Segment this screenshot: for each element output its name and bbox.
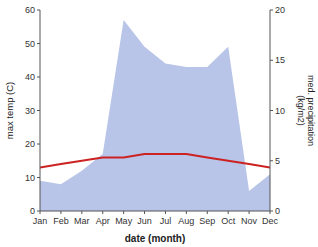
y2-tick [270, 160, 273, 161]
x-tick-label: Feb [53, 216, 69, 226]
precipitation-area [40, 20, 270, 211]
chart: JanFebMarAprMayJunJulAugSepOctNovDec0102… [0, 0, 318, 247]
x-tick [228, 211, 229, 214]
x-tick-label: Sep [199, 216, 215, 226]
x-tick-label: Aug [178, 216, 194, 226]
x-tick [186, 211, 187, 214]
y-tick [37, 10, 40, 11]
y2-tick-label: 10 [275, 106, 285, 116]
y2-tick-label: 15 [275, 55, 285, 65]
y-tick [37, 211, 40, 212]
y-tick-label: 0 [30, 206, 35, 216]
chart-container: JanFebMarAprMayJunJulAugSepOctNovDec0102… [0, 0, 318, 247]
y2-tick [270, 211, 273, 212]
x-tick [81, 211, 82, 214]
y-tick [37, 43, 40, 44]
y2-tick [270, 10, 273, 11]
x-tick [165, 211, 166, 214]
x-tick [249, 211, 250, 214]
y-tick [37, 110, 40, 111]
x-tick [102, 211, 103, 214]
y2-tick [270, 60, 273, 61]
y-axis-label: max temp (C) [4, 82, 15, 140]
temperature-line [40, 154, 270, 167]
x-axis-label: date (month) [125, 233, 186, 244]
axes: JanFebMarAprMayJunJulAugSepOctNovDec0102… [25, 5, 285, 226]
x-tick [207, 211, 208, 214]
y2-tick-label: 5 [275, 156, 280, 166]
x-tick [144, 211, 145, 214]
x-tick-label: Jun [137, 216, 152, 226]
x-tick-label: Oct [221, 216, 236, 226]
y-tick [37, 144, 40, 145]
y-tick [37, 177, 40, 178]
y2-tick-label: 20 [275, 5, 285, 15]
x-tick-label: Jul [160, 216, 172, 226]
y-tick-label: 50 [25, 39, 35, 49]
x-tick-label: Mar [74, 216, 90, 226]
x-tick-label: May [115, 216, 133, 226]
y-tick-label: 10 [25, 173, 35, 183]
y-tick-label: 60 [25, 5, 35, 15]
x-axis-line [40, 211, 270, 212]
y-tick-label: 40 [25, 72, 35, 82]
x-tick-label: Dec [262, 216, 279, 226]
y-tick [37, 77, 40, 78]
y2-tick-label: 0 [275, 206, 280, 216]
x-tick-label: Nov [241, 216, 258, 226]
x-tick-label: Apr [96, 216, 110, 226]
y2-axis-label: med. precipitation(kg/m2) [296, 75, 316, 146]
y-tick-label: 20 [25, 139, 35, 149]
y-tick-label: 30 [25, 106, 35, 116]
x-tick-label: Jan [33, 216, 48, 226]
y2-tick [270, 110, 273, 111]
x-tick [60, 211, 61, 214]
x-tick [123, 211, 124, 214]
plot-marks [40, 20, 270, 211]
